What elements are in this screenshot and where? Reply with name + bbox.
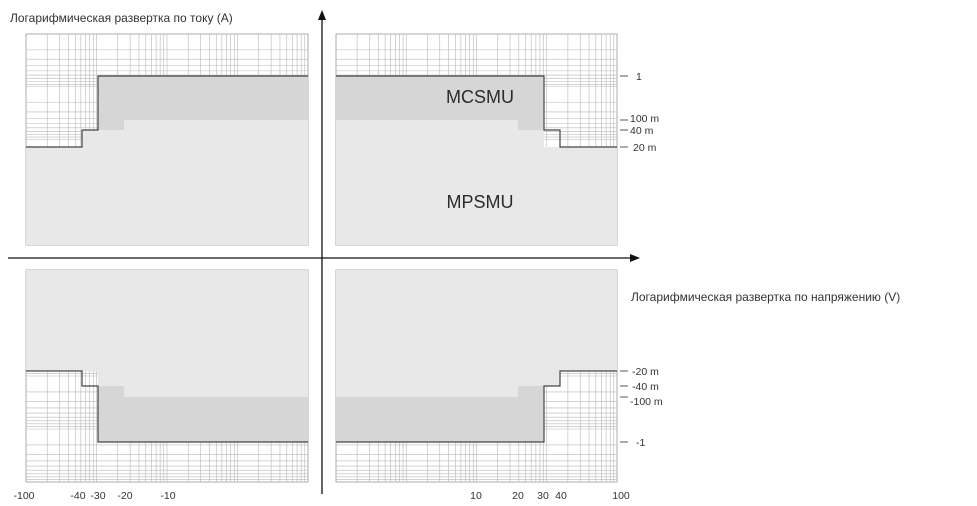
tick-label-voltage-40: 40 bbox=[555, 490, 567, 502]
mpsmu-region-bottom-left bbox=[26, 270, 308, 397]
outline-bottom-right bbox=[336, 370, 617, 443]
mpsmu-region-bottom-right bbox=[336, 270, 617, 397]
tick-label-current-neg100m: -100 m bbox=[630, 396, 663, 408]
tick-label-voltage-neg100: -100 bbox=[13, 490, 34, 502]
tick-label-current-neg40m: -40 m bbox=[632, 381, 659, 393]
tick-label-current-1: 1 bbox=[636, 71, 642, 83]
tick-label-voltage-neg40: -40 bbox=[70, 490, 85, 502]
tick-label-voltage-10: 10 bbox=[470, 490, 482, 502]
tick-label-current-100m: 100 m bbox=[630, 113, 659, 125]
current-ticks-negative: -20 m -40 m -100 m -1 bbox=[620, 366, 663, 449]
voltage-axis-title: Логарифмическая развертка по напряжению … bbox=[631, 290, 900, 304]
current-axis-arrow bbox=[318, 10, 326, 20]
mcsmu-region-bottom-right bbox=[336, 386, 544, 442]
boundary-outlines bbox=[26, 75, 617, 443]
tick-label-current-neg20m: -20 m bbox=[632, 366, 659, 378]
tick-label-voltage-100: 100 bbox=[612, 490, 630, 502]
tick-label-voltage-neg20: -20 bbox=[117, 490, 132, 502]
outline-top-right bbox=[336, 75, 617, 148]
regions-layer bbox=[26, 76, 617, 442]
voltage-ticks-positive: 10 20 30 40 100 bbox=[470, 490, 630, 502]
tick-label-current-40m: 40 m bbox=[630, 125, 654, 137]
mcsmu-region-bottom-left bbox=[98, 386, 308, 442]
mcsmu-region-top-right bbox=[336, 76, 544, 130]
outline-top-left bbox=[26, 75, 308, 148]
current-axis-title: Логарифмическая развертка по току (A) bbox=[10, 11, 233, 25]
voltage-axis-arrow bbox=[630, 254, 640, 262]
current-ticks-positive: 1 100 m 40 m 20 m bbox=[620, 71, 659, 154]
mpsmu-region-top-left bbox=[26, 120, 308, 245]
tick-label-voltage-neg10: -10 bbox=[160, 490, 175, 502]
axes bbox=[8, 10, 640, 494]
tick-label-voltage-neg30: -30 bbox=[90, 490, 105, 502]
voltage-ticks-negative: -100 -40 -30 -20 -10 bbox=[13, 490, 175, 502]
tick-label-current-neg1: -1 bbox=[636, 437, 645, 449]
outline-bottom-left bbox=[26, 370, 308, 443]
mpsmu-region-top-right bbox=[336, 120, 617, 245]
tick-label-current-20m: 20 m bbox=[633, 142, 657, 154]
tick-label-voltage-20: 20 bbox=[512, 490, 524, 502]
mpsmu-label: MPSMU bbox=[447, 192, 514, 212]
mcsmu-label: MCSMU bbox=[446, 87, 514, 107]
mcsmu-region-top-left bbox=[98, 76, 308, 130]
tick-label-voltage-30: 30 bbox=[537, 490, 549, 502]
